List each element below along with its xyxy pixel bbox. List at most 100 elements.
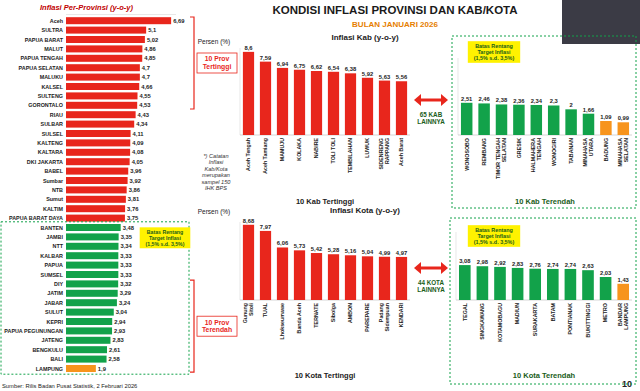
tick-label: TIMOR TENGAHSELATAN bbox=[495, 138, 507, 179]
data-label: 6,94 bbox=[277, 61, 289, 67]
bar bbox=[243, 225, 254, 300]
annotation-box bbox=[197, 316, 237, 336]
bar bbox=[345, 73, 356, 135]
bar bbox=[531, 105, 542, 135]
tick-label: NTB bbox=[52, 187, 63, 193]
tick-label: BADUNG bbox=[603, 138, 609, 161]
text-line: Terendah bbox=[202, 326, 232, 333]
tick-label: SUMSEL bbox=[41, 272, 64, 278]
tick-label: JAMBI bbox=[46, 234, 63, 240]
tick-label: Sibolga bbox=[330, 303, 336, 322]
text-line: WONOSOBO bbox=[464, 138, 470, 171]
data-label: 4,11 bbox=[133, 131, 145, 137]
data-label: 3,48 bbox=[123, 225, 135, 231]
data-label: 4,86 bbox=[144, 46, 156, 52]
arrow bbox=[419, 267, 443, 270]
data-label: 6,62 bbox=[311, 64, 322, 70]
tick-label: LUWUK bbox=[364, 138, 370, 158]
data-label: 3,32 bbox=[120, 281, 131, 287]
data-label: 3,86 bbox=[129, 187, 141, 193]
tick-label: Aceh Barat bbox=[398, 138, 404, 166]
tick-label: TOLI TOLI bbox=[330, 137, 336, 163]
bar bbox=[66, 356, 107, 363]
bar bbox=[478, 103, 489, 135]
tick-label: MALUKU bbox=[40, 74, 63, 80]
tick-label: METRO bbox=[602, 303, 608, 322]
text-line: Aceh Tamiang bbox=[262, 138, 268, 174]
text-line: Lhokseumawe bbox=[279, 303, 285, 340]
data-label: 0,99 bbox=[618, 115, 630, 121]
data-label: 2,61 bbox=[109, 347, 121, 353]
data-label: 2,92 bbox=[494, 260, 505, 266]
data-label: 3,04 bbox=[116, 309, 128, 315]
tick-label: KOTAMOBAGU bbox=[497, 303, 503, 342]
bar bbox=[618, 122, 629, 135]
bar bbox=[396, 257, 407, 300]
bar bbox=[66, 327, 112, 334]
annotation-box bbox=[197, 53, 237, 73]
bar bbox=[512, 268, 524, 300]
target-box bbox=[450, 218, 636, 384]
bar bbox=[362, 256, 373, 300]
background bbox=[0, 0, 640, 391]
tick-label: Banda Aceh bbox=[296, 303, 302, 333]
tick-label: MADIUN bbox=[514, 303, 520, 324]
bar bbox=[66, 196, 126, 203]
bar bbox=[66, 149, 130, 156]
data-label: 7,97 bbox=[260, 224, 271, 230]
subtitle: BULAN JANUARI 2026 bbox=[352, 20, 438, 29]
tick-label: SURAKARTA bbox=[532, 303, 538, 336]
data-label: 3,33 bbox=[120, 272, 132, 278]
tick-label: TEMBILAHAN bbox=[347, 138, 353, 173]
data-label: 5,73 bbox=[294, 243, 306, 249]
data-label: 2,51 bbox=[461, 96, 473, 102]
data-label: 2,36 bbox=[513, 98, 525, 104]
tick-label: WONOGIRI bbox=[551, 137, 557, 165]
text-line: PAREPARE bbox=[364, 303, 370, 332]
annotation: Batas RentangTarget Inflasi(1,5% s.d. 3,… bbox=[474, 227, 515, 245]
bar bbox=[66, 45, 142, 52]
text-line: Aceh Barat bbox=[398, 138, 404, 166]
data-label: 5,42 bbox=[311, 246, 322, 252]
bar bbox=[547, 269, 559, 300]
text-line: NABIRE bbox=[313, 138, 319, 159]
annotation-bg bbox=[468, 225, 520, 247]
tick-label: TERNATE bbox=[313, 303, 319, 328]
tick-label: GRESIK bbox=[516, 138, 522, 158]
tick-label: KENDARI bbox=[398, 302, 404, 327]
text-line: Banda Aceh bbox=[296, 303, 302, 333]
text-line: LUWUK bbox=[364, 138, 370, 158]
target-box bbox=[1, 222, 189, 374]
data-label: 5,1 bbox=[148, 27, 157, 33]
tick-label: JABAR bbox=[44, 300, 63, 306]
bar bbox=[66, 130, 131, 137]
annotation-bg bbox=[140, 227, 191, 248]
tick-label: DIY bbox=[54, 281, 63, 287]
data-label: 2,98 bbox=[477, 259, 489, 265]
data-label: 1,66 bbox=[583, 107, 595, 113]
tick-label: PAPUA SELATAN bbox=[19, 65, 64, 71]
axis-line bbox=[66, 14, 176, 15]
text-line: merupakan bbox=[202, 172, 230, 178]
text-line: TERNATE bbox=[313, 303, 319, 328]
tick-label: Aceh Tengah bbox=[245, 138, 251, 171]
text-line: LAINNYA bbox=[417, 286, 445, 293]
tick-label: AMBON bbox=[347, 303, 353, 323]
bar bbox=[66, 290, 118, 297]
text-line: LAMPUNG bbox=[623, 303, 629, 330]
text-line: TUAL bbox=[262, 302, 268, 317]
tick-label: TABANAN bbox=[568, 138, 574, 164]
bar bbox=[396, 81, 407, 135]
source: Sumber: Rilis Badan Pusat Statistik, 2 F… bbox=[2, 383, 137, 389]
text-line: SELATAN bbox=[623, 138, 629, 162]
data-label: 2,74 bbox=[565, 262, 577, 268]
data-label: 3,29 bbox=[120, 290, 132, 296]
data-label: 2,03 bbox=[600, 270, 612, 276]
data-label: 3,35 bbox=[121, 234, 133, 240]
bar bbox=[66, 102, 137, 109]
video-overlay bbox=[562, 0, 640, 44]
bar bbox=[66, 205, 125, 212]
text-line: 44 KOTA bbox=[418, 279, 445, 286]
data-label: 3,76 bbox=[127, 206, 139, 212]
tick-label: SULTENG bbox=[38, 93, 63, 99]
